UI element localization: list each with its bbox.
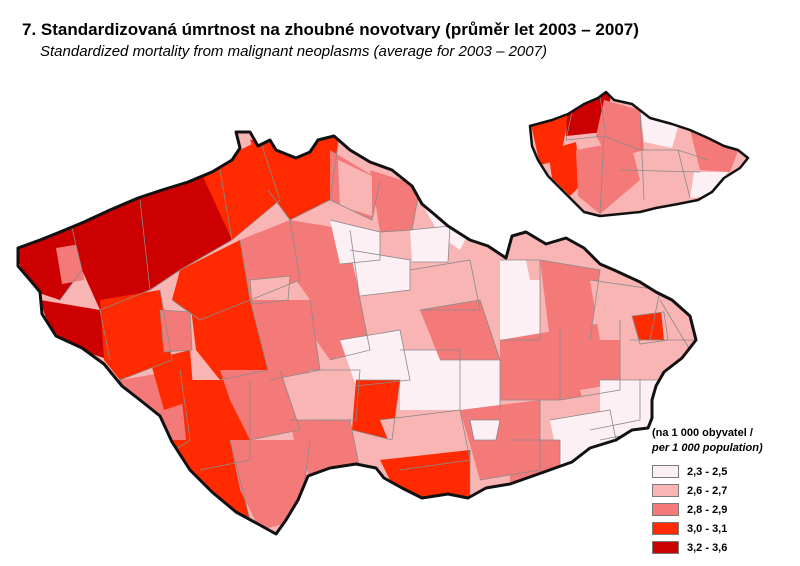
legend-label: 3,2 - 3,6 <box>687 541 728 554</box>
inset-region-se <box>690 172 728 198</box>
inset-map <box>528 90 750 218</box>
map-legend: (na 1 000 obyvatel / per 1 000 populatio… <box>652 426 797 557</box>
region-plzen-north <box>100 290 172 380</box>
region-hodonin <box>510 440 560 484</box>
map-subtitle: Standardized mortality from malignant ne… <box>40 43 547 60</box>
region-karvina <box>660 300 696 350</box>
region-rokycany <box>190 300 268 380</box>
region-sumperk <box>540 260 600 340</box>
legend-label: 2,8 - 2,9 <box>687 503 728 516</box>
region-chrudim <box>440 360 500 410</box>
region-cheb-inner <box>56 244 84 284</box>
legend-label: 2,6 - 2,7 <box>687 484 728 497</box>
legend-label: 2,3 - 2,5 <box>687 465 728 478</box>
region-cesky-krumlov <box>230 440 310 530</box>
inset-region-e <box>690 130 740 172</box>
legend-label: 3,0 - 3,1 <box>687 522 728 535</box>
region-pisek <box>220 370 300 440</box>
legend-row: 2,3 - 2,5 <box>652 462 797 481</box>
legend-title-cz: (na 1 000 obyvatel / <box>652 427 753 439</box>
legend-rows: 2,3 - 2,5 2,6 - 2,7 2,8 - 2,9 3,0 - 3,1 … <box>652 462 797 557</box>
district-boundaries <box>59 132 696 521</box>
region-karlovy-vary <box>70 200 150 310</box>
region-chomutov <box>130 170 232 290</box>
region-jablonec <box>338 160 372 216</box>
inset-region-nc <box>596 100 644 160</box>
inset-region-c <box>576 140 640 214</box>
map-title: 7. Standardizovaná úmrtnost na zhoubné n… <box>22 20 639 39</box>
region-sokolov <box>40 300 110 360</box>
region-pardubice <box>420 300 500 360</box>
region-decin <box>250 132 340 220</box>
region-pribram <box>250 300 320 380</box>
country-border <box>16 130 698 536</box>
legend-swatch <box>652 522 679 535</box>
legend-row: 3,2 - 3,6 <box>652 538 797 557</box>
legend-title: (na 1 000 obyvatel / per 1 000 populatio… <box>652 426 797 456</box>
region-svitavy <box>500 330 560 400</box>
region-semily <box>370 170 420 232</box>
region-hradec <box>410 260 480 310</box>
legend-row: 2,6 - 2,7 <box>652 481 797 500</box>
region-ostrava <box>632 312 668 344</box>
legend-swatch <box>652 541 679 554</box>
region-trebic <box>470 420 500 440</box>
legend-swatch <box>652 484 679 497</box>
legend-title-en: per 1 000 population) <box>652 442 763 454</box>
legend-row: 2,8 - 2,9 <box>652 500 797 519</box>
region-zlin <box>550 410 620 470</box>
legend-swatch <box>652 503 679 516</box>
region-kutna-hora <box>340 330 410 386</box>
region-tabor <box>310 370 360 420</box>
inset-region-w <box>548 142 582 196</box>
region-beroun <box>250 276 290 304</box>
legend-row: 3,0 - 3,1 <box>652 519 797 538</box>
legend-swatch <box>652 465 679 478</box>
region-plzen-city <box>160 310 192 352</box>
